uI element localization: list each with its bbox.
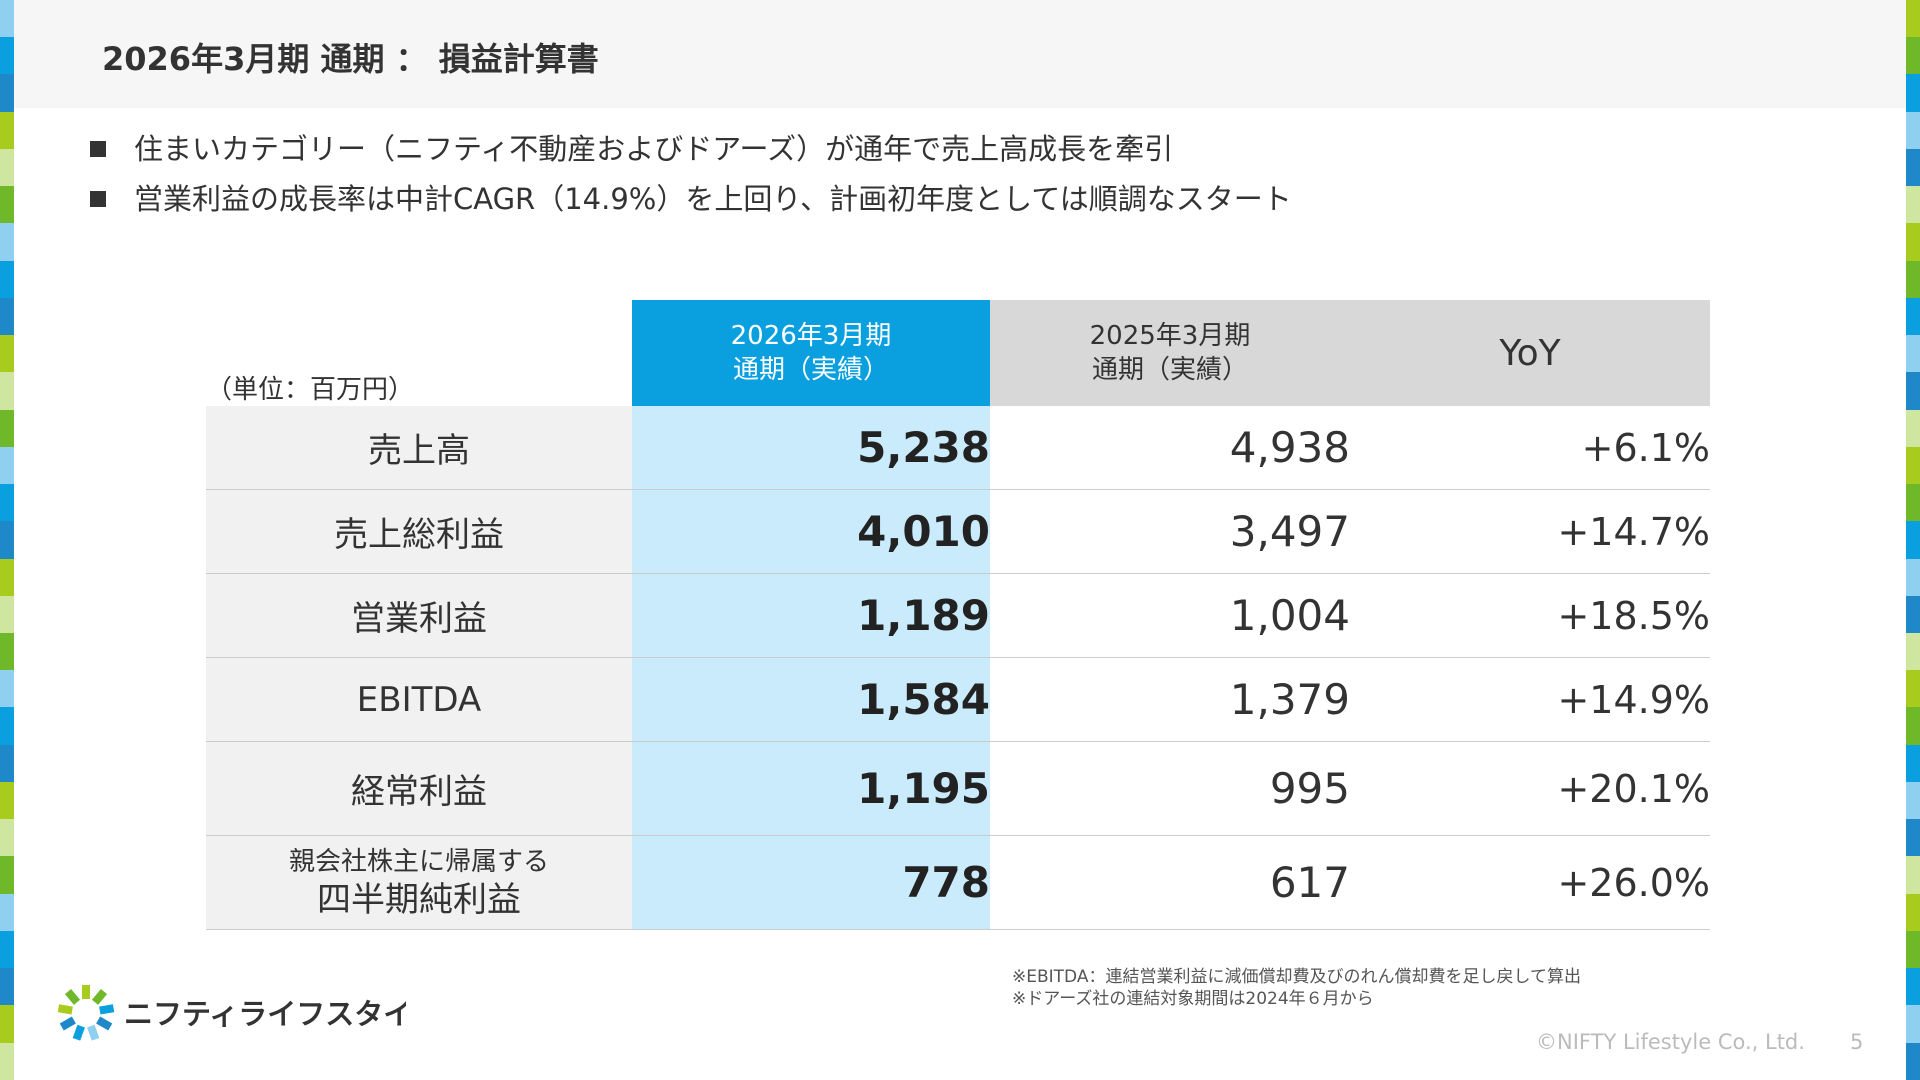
bullet-item: 営業利益の成長率は中計CAGR（14.9%）を上回り、計画初年度としては順調なス… — [90, 174, 1292, 224]
unit-label: （単位：百万円） — [206, 300, 632, 406]
footnote: ※EBITDA：連結営業利益に減価償却費及びのれん償却費を足し戻して算出 — [1012, 967, 1581, 987]
page-number: 5 — [1850, 1030, 1864, 1054]
previous-value: 1,004 — [990, 573, 1350, 658]
yoy-value: +18.5% — [1350, 573, 1710, 658]
right-decorative-stripe — [1906, 0, 1920, 1080]
yoy-value: +20.1% — [1350, 741, 1710, 836]
current-value: 4,010 — [632, 489, 990, 574]
table-row: 経常利益 1,195 995 +20.1% — [206, 741, 1710, 836]
company-logo: ニフティライフスタイル — [56, 980, 441, 1046]
current-value: 1,195 — [632, 741, 990, 836]
bullet-text: 住まいカテゴリー（ニフティ不動産およびドアーズ）が通年で売上高成長を牽引 — [134, 132, 1174, 166]
bullet-text: 営業利益の成長率は中計CAGR（14.9%）を上回り、計画初年度としては順調なス… — [134, 182, 1292, 216]
yoy-value: +14.7% — [1350, 489, 1710, 574]
table-row: 売上総利益 4,010 3,497 +14.7% — [206, 489, 1710, 574]
row-label: 経常利益 — [206, 741, 632, 836]
header-previous-period: 2025年3月期 通期（実績） — [990, 300, 1350, 406]
table-header-row: （単位：百万円） 2026年3月期 通期（実績） 2025年3月期 通期（実績）… — [206, 300, 1710, 406]
income-statement-table: （単位：百万円） 2026年3月期 通期（実績） 2025年3月期 通期（実績）… — [206, 300, 1710, 930]
table-row: 営業利益 1,189 1,004 +18.5% — [206, 573, 1710, 658]
bullet-item: 住まいカテゴリー（ニフティ不動産およびドアーズ）が通年で売上高成長を牽引 — [90, 124, 1292, 174]
previous-value: 617 — [990, 835, 1350, 930]
square-bullet-icon — [90, 141, 106, 157]
yoy-value: +6.1% — [1350, 406, 1710, 490]
title-bar: 2026年3月期 通期 ： 損益計算書 — [14, 0, 1906, 108]
copyright: ©NIFTY Lifestyle Co., Ltd. — [1536, 1030, 1805, 1054]
table-row: EBITDA 1,584 1,379 +14.9% — [206, 657, 1710, 742]
yoy-value: +26.0% — [1350, 835, 1710, 930]
current-value: 778 — [632, 835, 990, 930]
row-label: 売上高 — [206, 406, 632, 490]
previous-value: 4,938 — [990, 406, 1350, 490]
current-value: 1,189 — [632, 573, 990, 658]
footnote: ※ドアーズ社の連結対象期間は2024年６月から — [1012, 989, 1374, 1009]
page-title: 2026年3月期 通期 ： 損益計算書 — [102, 40, 599, 78]
header-previous-line1: 2025年3月期 — [1089, 321, 1251, 351]
table-row: 親会社株主に帰属する 四半期純利益 778 617 +26.0% — [206, 835, 1710, 930]
square-bullet-icon — [90, 191, 106, 207]
current-value: 5,238 — [632, 406, 990, 490]
row-label: 売上総利益 — [206, 489, 632, 574]
row-label: 営業利益 — [206, 573, 632, 658]
header-yoy: YoY — [1350, 300, 1710, 406]
current-value: 1,584 — [632, 657, 990, 742]
footnotes: ※EBITDA：連結営業利益に減価償却費及びのれん償却費を足し戻して算出 ※ドア… — [1012, 966, 1581, 1010]
table-row: 売上高 5,238 4,938 +6.1% — [206, 406, 1710, 490]
previous-value: 995 — [990, 741, 1350, 836]
burst-logo-icon: ニフティライフスタイル — [57, 985, 441, 1041]
logo-text: ニフティライフスタイル — [124, 997, 406, 1031]
row-label: EBITDA — [206, 657, 632, 742]
row-label: 親会社株主に帰属する 四半期純利益 — [206, 835, 632, 930]
header-current-line1: 2026年3月期 — [730, 321, 892, 351]
previous-value: 1,379 — [990, 657, 1350, 742]
header-previous-line2: 通期（実績） — [1091, 355, 1248, 385]
summary-bullets: 住まいカテゴリー（ニフティ不動産およびドアーズ）が通年で売上高成長を牽引 営業利… — [90, 124, 1292, 224]
row-label-line2: 四半期純利益 — [317, 879, 521, 920]
yoy-value: +14.9% — [1350, 657, 1710, 742]
previous-value: 3,497 — [990, 489, 1350, 574]
left-decorative-stripe — [0, 0, 14, 1080]
header-current-line2: 通期（実績） — [732, 355, 889, 385]
header-current-period: 2026年3月期 通期（実績） — [632, 300, 990, 406]
row-label-line1: 親会社株主に帰属する — [288, 846, 549, 877]
